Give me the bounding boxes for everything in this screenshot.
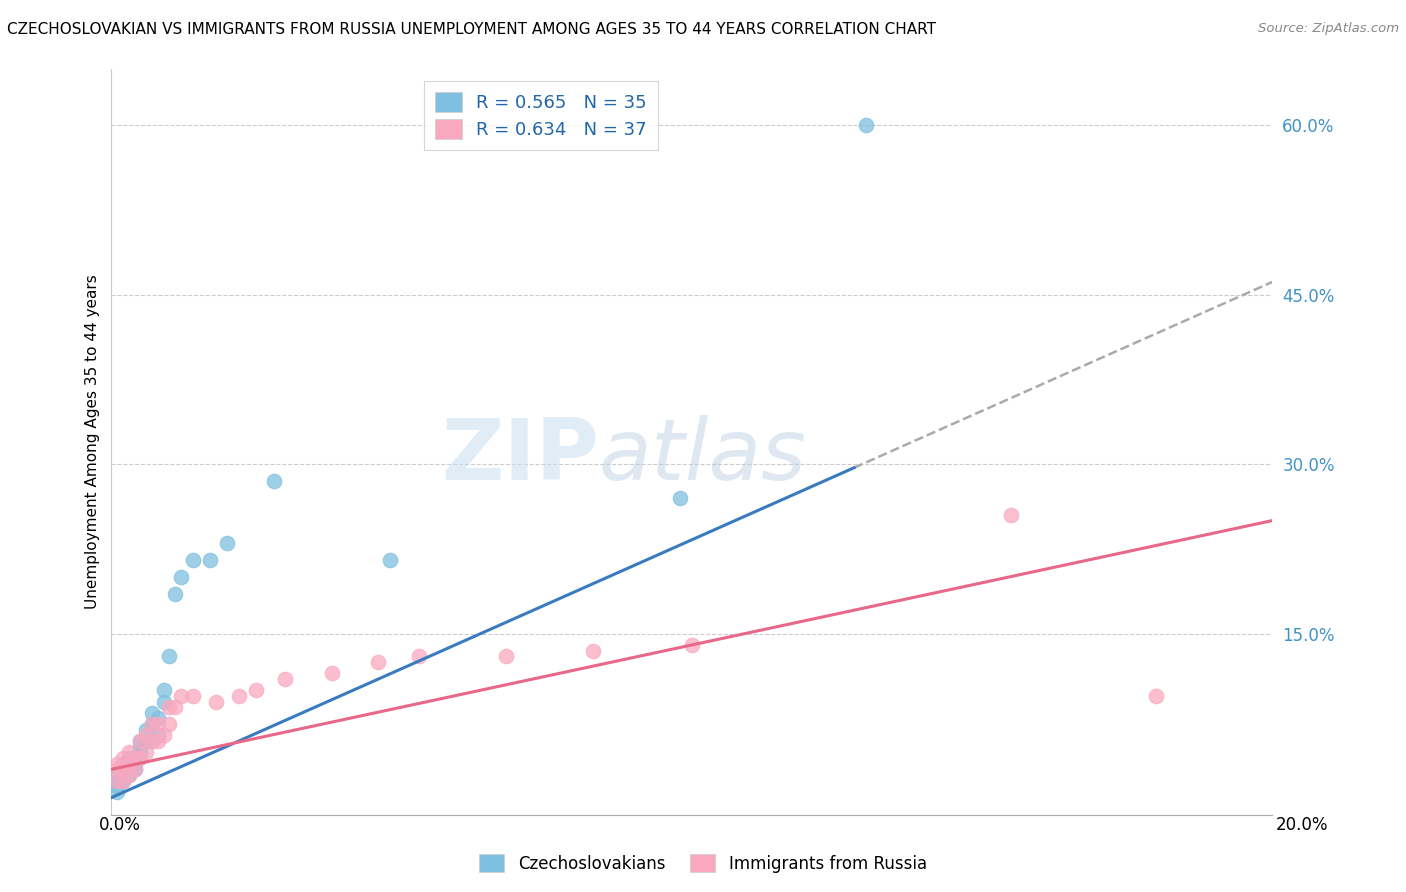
Point	[170, 570, 193, 584]
Point	[105, 785, 128, 799]
Point	[669, 491, 692, 505]
Point	[129, 734, 152, 748]
Text: ZIP: ZIP	[441, 415, 599, 498]
Point	[681, 638, 703, 652]
Point	[141, 717, 163, 731]
Text: 0.0%: 0.0%	[98, 816, 141, 834]
Point	[135, 745, 157, 759]
Point	[124, 751, 146, 765]
Point	[105, 768, 128, 782]
Point	[124, 751, 146, 765]
Point	[495, 649, 517, 664]
Point	[141, 717, 163, 731]
Point	[274, 672, 297, 686]
Point	[263, 474, 285, 488]
Point	[152, 728, 174, 742]
Point	[159, 649, 181, 664]
Point	[141, 734, 163, 748]
Point	[124, 762, 146, 776]
Point	[129, 739, 152, 754]
Point	[111, 773, 134, 788]
Point	[321, 666, 343, 681]
Point	[118, 768, 141, 782]
Point	[205, 694, 228, 708]
Point	[111, 751, 134, 765]
Point	[111, 762, 134, 776]
Point	[198, 553, 221, 567]
Point	[367, 655, 389, 669]
Point	[111, 773, 134, 788]
Point	[135, 723, 157, 737]
Point	[146, 711, 169, 725]
Point	[181, 553, 204, 567]
Point	[408, 649, 430, 664]
Point	[111, 762, 134, 776]
Point	[129, 734, 152, 748]
Point	[159, 717, 181, 731]
Point	[129, 751, 152, 765]
Point	[141, 706, 163, 720]
Point	[146, 734, 169, 748]
Point	[105, 773, 128, 788]
Point	[141, 734, 163, 748]
Point	[124, 762, 146, 776]
Point	[1144, 689, 1167, 703]
Point	[217, 536, 239, 550]
Point	[105, 756, 128, 771]
Point	[105, 780, 128, 794]
Point	[170, 689, 193, 703]
Point	[181, 689, 204, 703]
Text: 20.0%: 20.0%	[1277, 816, 1329, 834]
Point	[228, 689, 250, 703]
Text: Source: ZipAtlas.com: Source: ZipAtlas.com	[1258, 22, 1399, 36]
Point	[135, 734, 157, 748]
Point	[124, 756, 146, 771]
Point	[378, 553, 401, 567]
Point	[165, 587, 187, 601]
Point	[1000, 508, 1022, 522]
Point	[129, 745, 152, 759]
Point	[105, 762, 128, 776]
Point	[118, 768, 141, 782]
Point	[159, 700, 181, 714]
Point	[111, 756, 134, 771]
Point	[146, 728, 169, 742]
Point	[245, 683, 267, 698]
Text: atlas: atlas	[599, 415, 807, 498]
Point	[118, 756, 141, 771]
Point	[135, 728, 157, 742]
Y-axis label: Unemployment Among Ages 35 to 44 years: Unemployment Among Ages 35 to 44 years	[86, 274, 100, 609]
Point	[105, 773, 128, 788]
Point	[118, 745, 141, 759]
Point	[582, 643, 605, 657]
Point	[165, 700, 187, 714]
Point	[152, 694, 174, 708]
Point	[118, 756, 141, 771]
Point	[146, 717, 169, 731]
Point	[855, 118, 877, 132]
Legend: Czechoslovakians, Immigrants from Russia: Czechoslovakians, Immigrants from Russia	[472, 847, 934, 880]
Text: CZECHOSLOVAKIAN VS IMMIGRANTS FROM RUSSIA UNEMPLOYMENT AMONG AGES 35 TO 44 YEARS: CZECHOSLOVAKIAN VS IMMIGRANTS FROM RUSSI…	[7, 22, 936, 37]
Point	[152, 683, 174, 698]
Point	[118, 751, 141, 765]
Legend: R = 0.565   N = 35, R = 0.634   N = 37: R = 0.565 N = 35, R = 0.634 N = 37	[423, 81, 658, 150]
